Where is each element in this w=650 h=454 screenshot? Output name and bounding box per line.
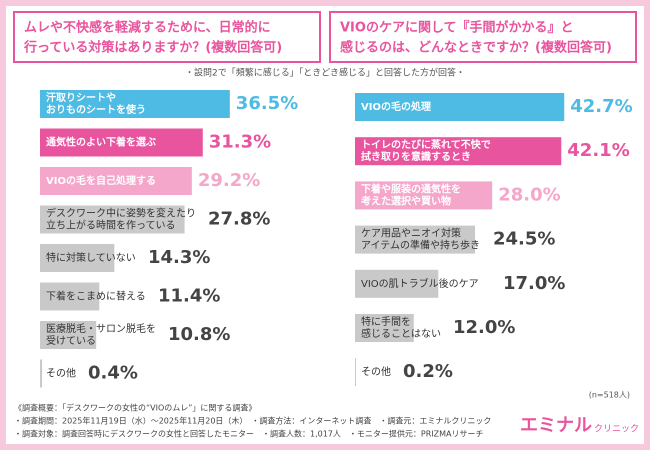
chart-title: 感じるのは、どんなときですか？(複数回答可) [340,40,612,56]
bar-label: 特に対策していない [46,251,136,264]
footer-line: 《調査概要：「デスクワークの女性の“VIOのムレ”」に関する調査》 [14,403,256,413]
bar-label-line: 感じることはない [361,327,441,340]
bar-label-line: 下着や服装の通気性を [361,182,461,195]
bar-label-line: VIOの毛の処理 [361,100,431,113]
bar-label-line: 拭き取りを意識するとき [361,150,471,163]
bar-label: VIOの毛を自己処理する [46,174,156,187]
bar-label-line: 立ち上がる時間を作っている [46,219,176,232]
chart-title: VIOのケアに関して『手間がかかる』と [340,20,574,36]
value-label: 42.7% [570,96,632,117]
value-label: 0.2% [403,361,453,382]
bar-label: VIOの肌トラブル後のケア [361,277,479,290]
value-label: 17.0% [503,273,565,294]
value-label: 42.1% [567,140,629,161]
bar [355,93,565,121]
value-label: 11.4% [158,286,220,307]
bar [40,90,230,118]
value-label: 29.2% [198,170,260,191]
value-label: 24.5% [493,229,555,250]
bar-label: 特に手間を感じることはない [361,315,441,340]
bar-label: デスクワーク中に姿勢を変えたり立ち上がる時間を作っている [46,207,196,232]
bar [40,244,115,272]
bar-label-line: 考えた選択や買い物 [361,194,451,207]
bar-label-line: 特に対策していない [46,251,136,264]
bar-label: 下着や服装の通気性を考えた選択や買い物 [361,182,461,207]
value-label: 14.3% [148,247,210,268]
bar-label-line: アイテムの準備や持ち歩き [361,239,480,252]
value-label: 0.4% [88,363,138,384]
subtitle: ・設問2で「頻繁に感じる」「ときどき感じる」と回答した方が回答・ [185,67,465,79]
bar-label-line: VIOの肌トラブル後のケア [361,277,479,290]
bar-label: その他 [46,367,76,380]
bar [355,225,476,254]
bar [40,205,185,234]
value-label: 31.3% [209,132,271,153]
logo-sub: クリニック [594,424,639,435]
footer-line: ・調査期間：2025年11月19日（水）～2025年11月20日（木） ・調査方… [14,416,491,426]
bar-label: その他 [361,365,391,378]
chart-title: 行っている対策はありますか？(複数回答可) [23,40,282,56]
bar-label: VIOの毛の処理 [361,100,431,113]
bar [40,167,192,195]
bar-label-line: 特に手間を [361,315,411,328]
bar [40,282,100,311]
bar-label-line: VIOの毛を自己処理する [46,174,156,187]
bar-label: トイレのたびに蒸れて不快で拭き取りを意識するとき [361,138,491,163]
bar [355,181,493,210]
bar-label-line: トイレのたびに蒸れて不快で [361,138,491,151]
bar-label: ケア用品やニオイ対策アイテムの準備や持ち歩き [361,227,480,252]
bar-label-line: 汗取りシートや [46,91,116,104]
value-label: 36.5% [236,93,298,114]
bar-label-line: 下着をこまめに替える [46,290,146,303]
bar-label-line: 医療脱毛・サロン脱毛を [46,322,156,335]
title-box [13,11,321,63]
bar-label: 汗取りシートやおりものシートを使う [46,91,146,116]
value-label: 10.8% [168,324,230,345]
bar [355,137,562,166]
bar-label-line: その他 [361,365,391,378]
logo: エミナル [520,415,592,436]
bar-label-line: 受けている [46,335,96,347]
bar [40,359,43,388]
bar [355,358,356,387]
bar-label-line: おりものシートを使う [46,103,146,116]
bar [355,269,439,298]
value-label: 28.0% [498,184,560,205]
footer-line: ・調査対象：調査回答時にデスクワークの女性と回答したモニター ・調査人数：1,0… [14,429,484,439]
title-box [329,11,637,63]
bar-label: 通気性のよい下着を選ぶ [46,136,156,149]
bar-label: 下着をこまめに替える [46,290,146,303]
bar [40,321,97,349]
bar [355,314,414,342]
chart-title: ムレや不快感を軽減するために、日常的に [24,20,271,36]
bar-label: 医療脱毛・サロン脱毛を受けている [46,322,156,347]
sample-size: (n=518人) [589,391,630,400]
value-label: 12.0% [453,317,515,338]
bar-label-line: その他 [46,367,76,380]
bar [40,128,203,157]
bar-label-line: ケア用品やニオイ対策 [361,227,461,240]
value-label: 27.8% [208,209,270,230]
bar-label-line: 通気性のよい下着を選ぶ [46,136,156,149]
bar-label-line: デスクワーク中に姿勢を変えたり [46,207,196,220]
